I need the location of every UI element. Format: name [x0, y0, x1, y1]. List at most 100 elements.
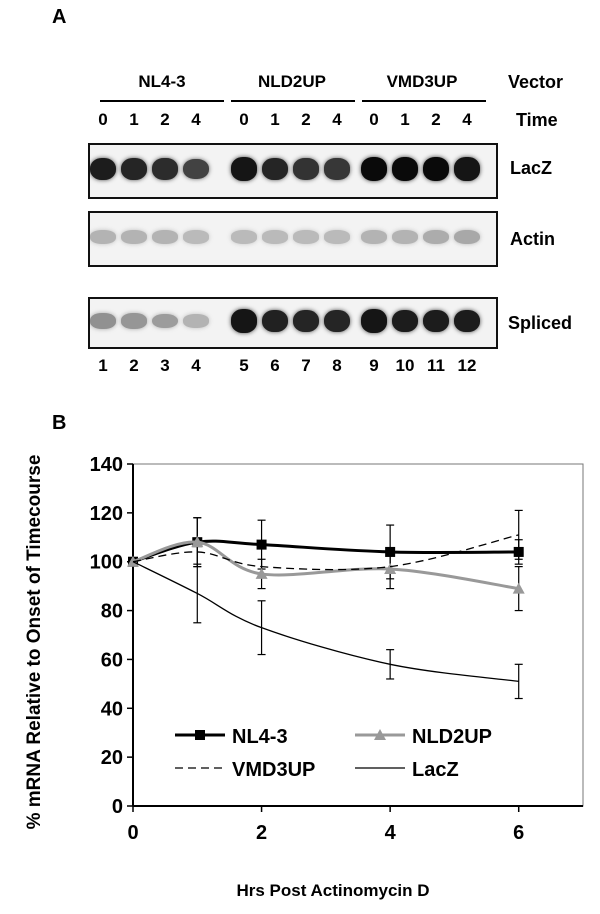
- y-tick-label-140: 140: [90, 454, 123, 476]
- y-tick-label-80: 80: [101, 601, 123, 623]
- x-tick-label-2: 2: [256, 822, 267, 844]
- lane-number-2: 2: [129, 356, 139, 375]
- data-point-nld2up-4: [512, 582, 525, 594]
- band-spliced-lane-8: [324, 309, 350, 333]
- y-tick-label-20: 20: [101, 747, 123, 769]
- group-underline-nld2up: [231, 100, 355, 102]
- vector-label: Vector: [508, 72, 564, 92]
- band-lacz-lane-9: [361, 157, 387, 181]
- band-lacz-lane-3: [152, 158, 178, 180]
- panel-a-letter: A: [52, 6, 67, 28]
- group-label-nl4-3: NL4-3: [138, 72, 186, 91]
- legend-marker-nl4-3: [195, 730, 205, 740]
- lane-number-10: 10: [395, 356, 415, 375]
- panel-b-letter: B: [52, 412, 67, 434]
- band-lacz-lane-6: [262, 157, 288, 181]
- band-spliced-lane-4: [183, 314, 209, 328]
- plot-frame: [132, 463, 584, 807]
- legend-marker-nld2up: [374, 729, 386, 740]
- band-lacz-lane-10: [392, 157, 418, 181]
- series-line-vmd3up: [132, 534, 519, 571]
- x-axis-label: Hrs Post Actinomycin D: [236, 881, 429, 900]
- blot-label-lacz: LacZ: [510, 158, 553, 178]
- time-point-10: 1: [400, 110, 410, 129]
- band-lacz-lane-5: [231, 157, 257, 181]
- time-point-7: 2: [301, 110, 311, 129]
- lane-number-3: 3: [160, 356, 170, 375]
- blot-actin: [88, 211, 498, 267]
- time-point-5: 0: [239, 110, 249, 129]
- band-actin-lane-4: [183, 230, 209, 244]
- band-actin-lane-8: [324, 230, 350, 244]
- band-spliced-lane-6: [262, 309, 288, 333]
- time-point-8: 4: [332, 110, 342, 129]
- lane-number-11: 11: [427, 356, 445, 375]
- band-spliced-lane-3: [152, 313, 178, 329]
- lane-number-4: 4: [191, 356, 201, 375]
- band-actin-lane-1: [90, 230, 116, 244]
- time-point-6: 1: [270, 110, 280, 129]
- series-line-nl4-3: [132, 539, 519, 564]
- y-axis-label: % mRNA Relative to Onset of Timecourse: [24, 455, 45, 830]
- group-label-nld2up: NLD2UP: [257, 72, 326, 91]
- time-point-3: 2: [160, 110, 170, 129]
- lane-number-7: 7: [301, 356, 311, 375]
- legend-label-vmd3up: VMD3UP: [232, 759, 315, 781]
- time-point-2: 1: [129, 110, 139, 129]
- band-actin-lane-2: [121, 230, 147, 244]
- band-spliced-lane-9: [361, 309, 387, 333]
- data-point-nld2up-1: [191, 536, 204, 548]
- band-actin-lane-7: [293, 230, 319, 244]
- legend-label-nl4-3: NL4-3: [232, 726, 288, 748]
- band-lacz-lane-2: [121, 157, 147, 181]
- lane-number-6: 6: [270, 356, 280, 375]
- band-actin-lane-10: [392, 230, 418, 244]
- group-underline-nl4-3: [100, 100, 224, 102]
- series-line-nld2up: [132, 540, 519, 591]
- x-tick-label-6: 6: [513, 822, 524, 844]
- y-tick-label-100: 100: [90, 552, 123, 574]
- lane-number-8: 8: [332, 356, 342, 375]
- data-point-nld2up-2: [255, 567, 268, 579]
- band-lacz-lane-4: [183, 158, 209, 180]
- group-label-vmd3up: VMD3UP: [386, 72, 458, 91]
- band-lacz-lane-12: [454, 157, 480, 181]
- group-underline-vmd3up: [362, 100, 486, 102]
- band-actin-lane-9: [361, 230, 387, 244]
- y-tick-label-0: 0: [112, 796, 123, 818]
- time-label: Time: [516, 110, 558, 130]
- time-point-9: 0: [369, 110, 379, 129]
- band-actin-lane-5: [231, 230, 257, 244]
- y-tick-label-40: 40: [101, 698, 123, 720]
- time-point-1: 0: [98, 110, 108, 129]
- band-lacz-lane-7: [293, 158, 319, 180]
- band-spliced-lane-5: [231, 309, 257, 333]
- band-spliced-lane-7: [293, 309, 319, 333]
- lane-number-5: 5: [239, 356, 249, 375]
- y-tick-label-120: 120: [90, 503, 123, 525]
- lane-number-12: 12: [457, 356, 477, 375]
- x-tick-label-4: 4: [385, 822, 397, 844]
- band-spliced-lane-11: [423, 309, 449, 333]
- band-lacz-lane-1: [90, 157, 116, 181]
- data-point-nl4-3-2: [256, 539, 267, 550]
- band-lacz-lane-8: [324, 158, 350, 180]
- blot-label-actin: Actin: [510, 229, 555, 249]
- legend-label-nld2up: NLD2UP: [412, 726, 492, 748]
- band-spliced-lane-12: [454, 309, 480, 333]
- x-tick-label-0: 0: [127, 822, 138, 844]
- lane-number-9: 9: [369, 356, 379, 375]
- series-line-lacz: [132, 561, 519, 683]
- time-point-4: 4: [191, 110, 201, 129]
- data-point-nld2up-3: [384, 563, 397, 575]
- y-tick-label-60: 60: [101, 649, 123, 671]
- blot-lacz: [88, 143, 498, 199]
- band-spliced-lane-1: [90, 313, 116, 329]
- blot-spliced: [88, 297, 498, 349]
- time-point-11: 2: [431, 110, 441, 129]
- band-actin-lane-12: [454, 229, 480, 245]
- band-actin-lane-6: [262, 230, 288, 244]
- band-spliced-lane-10: [392, 309, 418, 333]
- lane-number-1: 1: [98, 356, 108, 375]
